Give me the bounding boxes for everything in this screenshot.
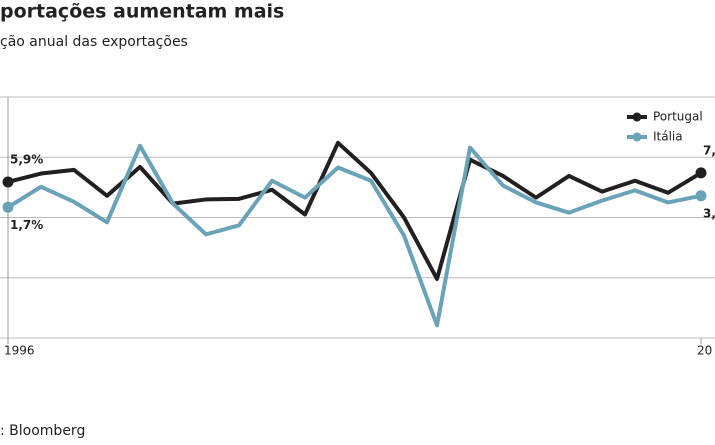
value-label: 1,7%: [10, 218, 43, 232]
x-tick-label: 20: [697, 344, 712, 358]
legend-label: Itália: [653, 130, 683, 144]
chart-subtitle: ção anual das exportações: [0, 34, 188, 50]
value-label: 5,9%: [10, 152, 43, 166]
point: [2, 176, 14, 188]
point: [695, 190, 707, 202]
legend-dot: [632, 132, 642, 142]
x-tick-label: 1996: [4, 344, 35, 358]
chart-title: portações aumentam mais: [0, 1, 284, 23]
value-label: 3,: [703, 206, 715, 220]
point: [2, 201, 14, 213]
legend-dot: [632, 112, 642, 122]
point: [695, 167, 707, 179]
source: : Bloomberg: [0, 423, 85, 439]
legend-label: Portugal: [653, 110, 703, 124]
value-label: 7,: [703, 143, 715, 157]
line: [6, 143, 702, 328]
